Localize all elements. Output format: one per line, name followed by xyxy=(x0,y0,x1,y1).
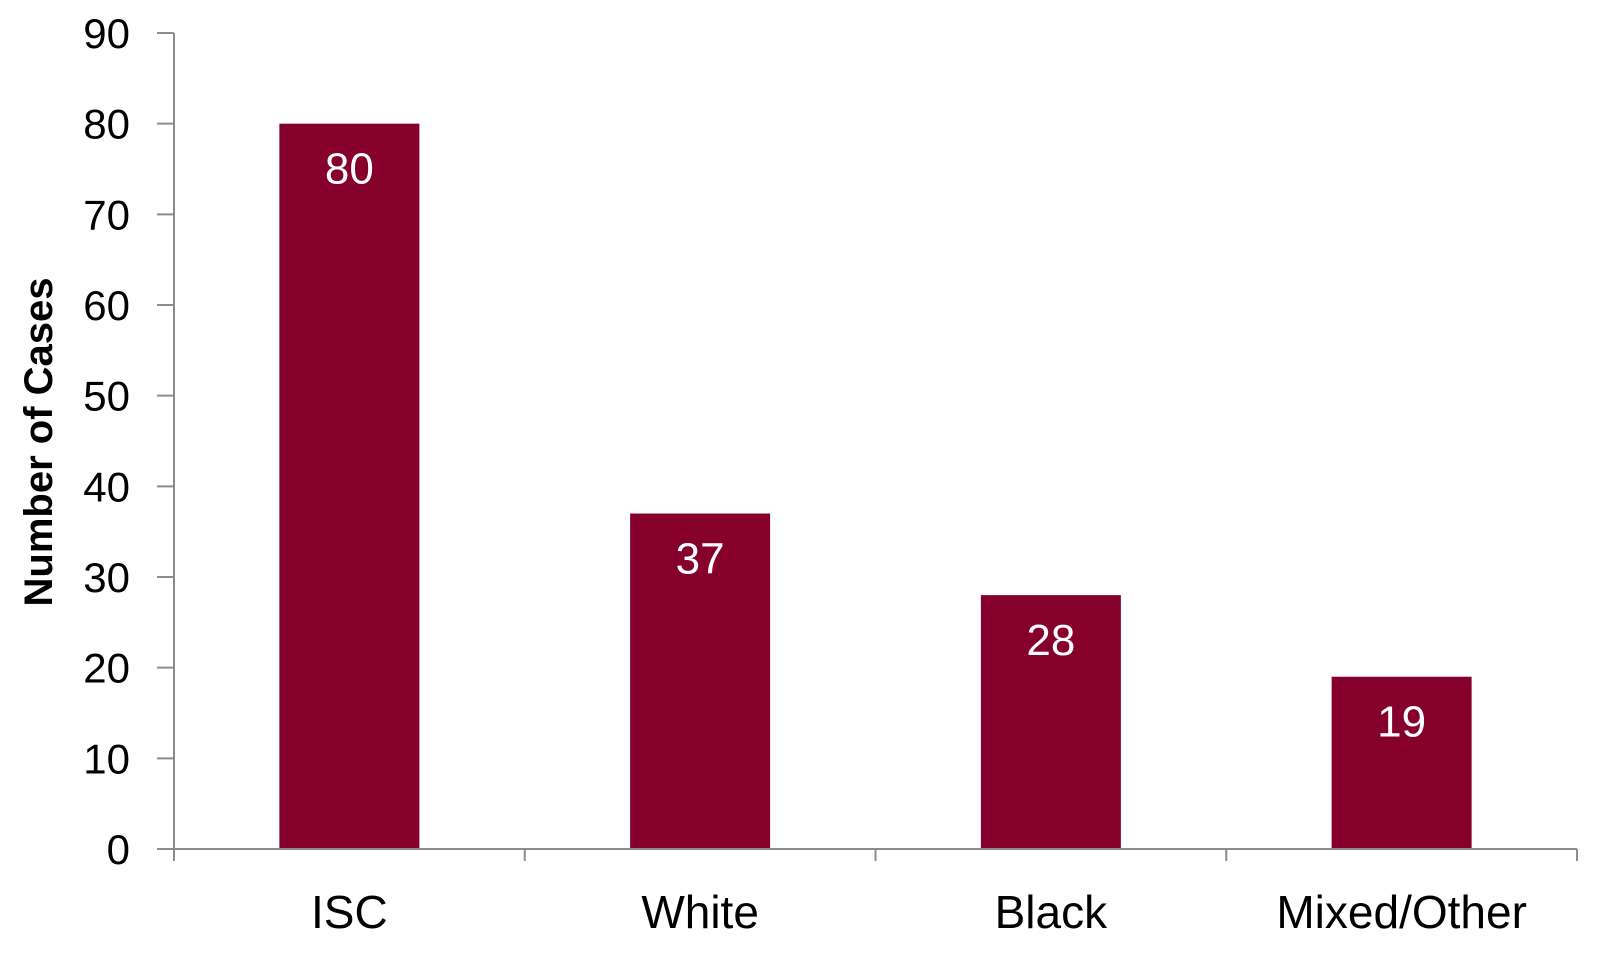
y-tick-label: 90 xyxy=(83,10,130,57)
bar-data-label: 19 xyxy=(1377,698,1426,747)
y-tick-label: 10 xyxy=(83,735,130,782)
bar-data-label: 28 xyxy=(1026,616,1075,665)
x-category-label: Black xyxy=(995,886,1108,938)
y-tick-label: 60 xyxy=(83,282,130,329)
bar-white xyxy=(630,513,771,849)
y-tick-label: 20 xyxy=(83,645,130,692)
data-labels: 80 37 28 19 xyxy=(325,145,1426,747)
y-tick-label: 80 xyxy=(83,101,130,148)
bar-data-label: 37 xyxy=(676,535,725,584)
y-tick-label: 30 xyxy=(83,554,130,601)
x-category-label: Mixed/Other xyxy=(1276,886,1527,938)
bar-mixed-other xyxy=(1331,676,1472,849)
y-axis-ticks: 0 10 20 30 40 50 60 70 80 90 xyxy=(83,10,174,873)
y-tick-label: 70 xyxy=(83,191,130,238)
y-tick-label: 50 xyxy=(83,373,130,420)
x-category-label: ISC xyxy=(311,886,388,938)
bar-isc xyxy=(279,123,420,849)
axes xyxy=(173,33,1578,861)
bar-data-label: 80 xyxy=(325,145,374,194)
bar-black xyxy=(980,595,1121,849)
y-axis-title: Number of Cases xyxy=(17,278,61,607)
y-tick-label: 40 xyxy=(83,463,130,510)
y-tick-label: 0 xyxy=(107,826,130,873)
x-axis-category-labels: ISC White Black Mixed/Other xyxy=(311,886,1527,938)
bars xyxy=(279,123,1472,849)
x-category-label: White xyxy=(641,886,759,938)
